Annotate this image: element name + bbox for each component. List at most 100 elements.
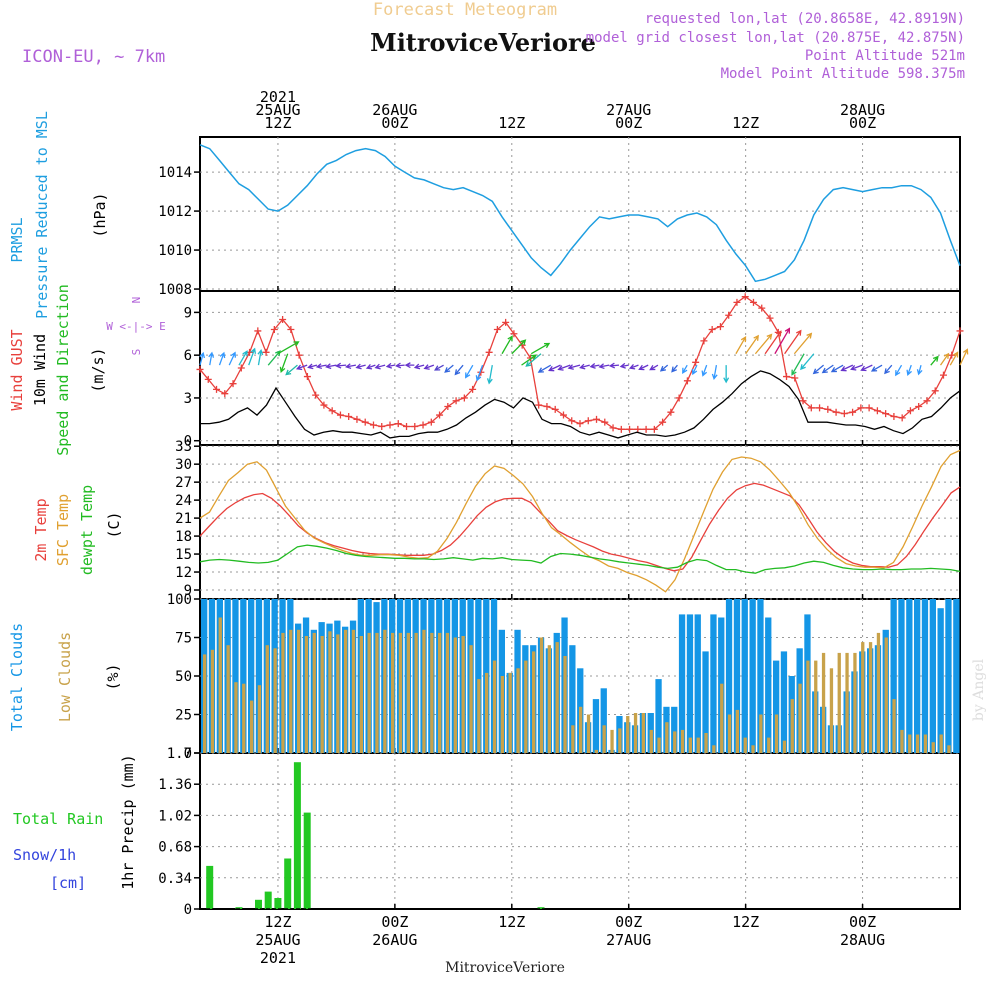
pressure-line: [199, 144, 961, 283]
low-cloud-bar: [539, 637, 544, 753]
total-cloud-bar: [741, 599, 748, 753]
gust-marker: [783, 373, 791, 381]
gust-marker: [353, 415, 361, 423]
low-cloud-bar: [704, 733, 708, 753]
wind-arrow: [199, 351, 206, 366]
low-cloud-bar: [586, 714, 591, 753]
gust-marker: [427, 418, 435, 426]
gust-marker: [213, 385, 221, 393]
label-low-clouds: Low Clouds: [56, 632, 74, 722]
time-label-bottom: 27AUG: [606, 931, 651, 949]
low-cloud-bar: [884, 637, 888, 753]
total-cloud-bar: [890, 599, 897, 753]
low-cloud-bar: [289, 629, 293, 753]
wind-arrow: [374, 363, 386, 370]
gust-marker: [667, 408, 675, 416]
gust-marker: [345, 412, 353, 420]
low-cloud-bar: [727, 714, 732, 753]
gust-marker: [725, 311, 733, 319]
total-cloud-bar: [725, 599, 733, 753]
rain-bar: [235, 907, 243, 909]
low-cloud-bar: [351, 629, 356, 753]
label-sfc-temp: SFC Temp: [54, 494, 72, 566]
time-label-top: 28AUG: [840, 101, 885, 119]
gust-marker: [204, 375, 212, 383]
wind-arrow: [521, 354, 537, 366]
gust-marker: [758, 304, 766, 312]
wind-arrow: [895, 364, 903, 377]
wind-arrow: [619, 362, 629, 369]
total-cloud-bar: [953, 599, 960, 753]
gust-marker: [832, 408, 840, 416]
low-cloud-bar: [563, 656, 567, 753]
y-tick-label: 0.34: [158, 871, 192, 887]
gust-marker: [196, 365, 204, 373]
gust-marker: [593, 415, 601, 423]
total-cloud-bar: [232, 599, 239, 753]
low-cloud-bar: [829, 668, 834, 753]
gust-marker: [229, 380, 237, 388]
label-total-clouds: Total Clouds: [8, 623, 26, 731]
gust-marker: [403, 422, 411, 430]
gust-marker: [601, 418, 609, 426]
low-cloud-bar: [821, 652, 826, 753]
wind-arrow: [638, 364, 649, 371]
wind-arrow: [860, 364, 873, 372]
total-cloud-bar: [475, 599, 482, 753]
low-cloud-bar: [524, 660, 528, 753]
gust-marker: [336, 411, 344, 419]
y-tick-label: 100: [167, 592, 192, 608]
low-cloud-bar: [516, 668, 520, 753]
low-cloud-bar: [367, 632, 371, 753]
gust-marker: [857, 404, 865, 412]
watermark: by Angel: [971, 658, 987, 721]
wind-arrow: [821, 364, 834, 374]
subtitle: Forecast Meteogram: [373, 0, 557, 20]
time-label-top: 00Z: [381, 114, 408, 132]
label-speed-direction: Speed and Direction: [54, 284, 72, 456]
gust-marker: [716, 323, 724, 331]
wind-arrow: [784, 329, 802, 355]
gust-marker: [320, 401, 328, 409]
wind-arrow: [608, 362, 620, 369]
total-cloud-bar: [592, 699, 600, 753]
y-tick-label: 27: [175, 475, 192, 491]
gust-marker: [559, 411, 567, 419]
wind-arrow: [501, 335, 513, 355]
low-cloud-bar: [469, 645, 473, 753]
total-cloud-bar: [898, 599, 905, 753]
low-cloud-bar: [845, 652, 849, 753]
wind-arrow: [598, 363, 610, 370]
time-label-top: 26AUG: [372, 101, 417, 119]
total-cloud-bar: [773, 660, 780, 753]
compass-s: S: [130, 349, 143, 356]
gust-marker: [254, 327, 262, 335]
gust-marker: [642, 425, 650, 433]
wind-arrow: [659, 364, 669, 372]
wind-arrow: [830, 364, 844, 373]
label-hpa: (hPa): [91, 192, 109, 237]
time-label-bottom: 2021: [260, 949, 296, 967]
low-cloud-bar: [673, 731, 677, 753]
total-cloud-bar: [655, 679, 662, 753]
wind-arrow: [295, 364, 308, 371]
gust-marker: [361, 418, 369, 426]
wind-arrow: [537, 364, 552, 373]
gust-marker: [378, 422, 386, 430]
gust-marker: [898, 414, 906, 422]
low-cloud-bar: [500, 676, 504, 753]
low-cloud-bar: [680, 729, 685, 753]
wind-arrow: [530, 342, 551, 355]
wind-arrow: [486, 365, 493, 385]
wind-arrow: [840, 364, 854, 372]
gust-marker: [931, 387, 939, 395]
label-total-rain: Total Rain: [13, 810, 103, 828]
wind-arrow: [930, 355, 939, 366]
wind-arrow: [870, 364, 883, 372]
gust-marker: [634, 425, 642, 433]
low-cloud-bar: [931, 742, 935, 753]
gust-marker: [749, 298, 757, 306]
low-cloud-bar: [688, 737, 692, 753]
low-cloud-bar: [265, 645, 269, 753]
low-cloud-bar: [234, 682, 238, 753]
